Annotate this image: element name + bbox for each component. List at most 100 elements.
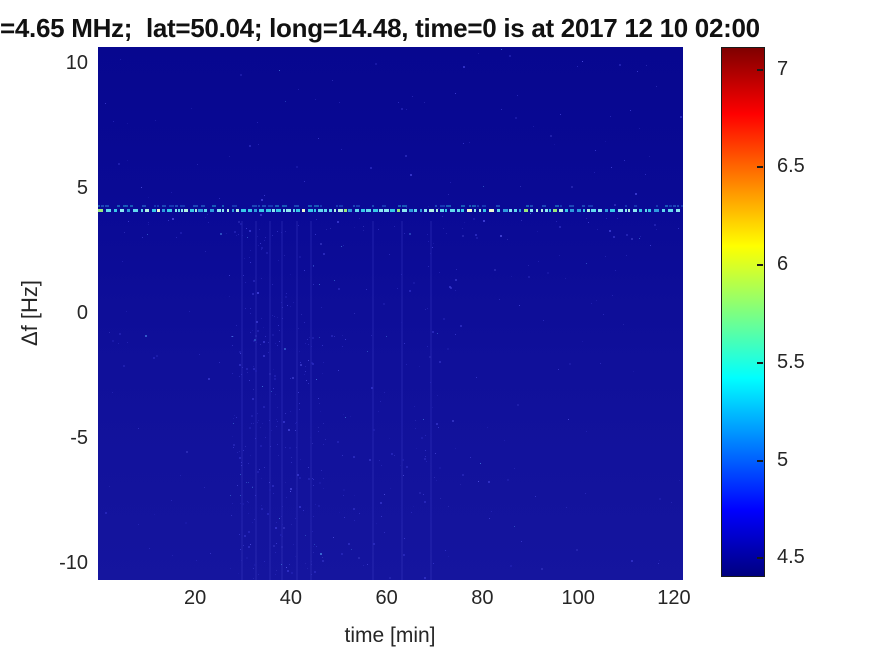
noise-speckle: [554, 144, 556, 146]
noise-speckle: [389, 577, 392, 580]
doppler-trace-dash: [195, 209, 197, 213]
noise-speckle: [455, 92, 457, 94]
noise-speckle: [250, 250, 252, 252]
noise-speckle: [459, 324, 462, 327]
noise-speckle: [111, 340, 114, 343]
noise-speckle: [205, 217, 207, 219]
noise-speckle: [585, 217, 587, 219]
noise-speckle: [341, 553, 344, 556]
noise-speckle: [353, 520, 355, 522]
echo-trace-dash: [175, 204, 178, 207]
noise-speckle: [264, 436, 266, 438]
noise-speckle: [582, 340, 584, 342]
noise-speckle: [231, 372, 233, 374]
noise-speckle: [474, 234, 477, 237]
noise-speckle: [426, 234, 428, 236]
noise-streak: [240, 220, 243, 580]
noise-speckle: [342, 455, 344, 457]
noise-speckle: [295, 430, 297, 432]
noise-speckle: [318, 431, 320, 433]
doppler-trace-dash: [414, 209, 417, 213]
noise-speckle: [324, 438, 326, 440]
noise-speckle: [249, 313, 251, 315]
noise-speckle: [109, 486, 111, 488]
noise-streak: [255, 220, 258, 580]
noise-speckle: [167, 219, 169, 221]
noise-speckle: [659, 498, 662, 501]
noise-speckle: [234, 414, 236, 416]
noise-speckle: [235, 325, 237, 327]
echo-trace-dash: [282, 204, 287, 207]
noise-speckle: [487, 427, 489, 429]
noise-speckle: [277, 345, 279, 347]
noise-speckle: [394, 454, 396, 456]
noise-speckle: [244, 257, 246, 259]
noise-speckle: [648, 156, 650, 158]
noise-speckle: [425, 449, 427, 451]
noise-speckle: [349, 416, 351, 418]
noise-speckle: [443, 227, 445, 229]
noise-speckle: [383, 532, 385, 534]
doppler-trace-dash: [152, 209, 156, 213]
noise-speckle: [253, 280, 256, 282]
doppler-trace-dash: [445, 209, 447, 213]
noise-speckle: [630, 110, 632, 112]
noise-speckle: [348, 543, 351, 546]
doppler-trace-dash: [509, 209, 512, 213]
noise-speckle: [426, 346, 428, 348]
noise-speckle: [322, 423, 324, 425]
echo-trace-dash: [336, 204, 338, 207]
doppler-trace-dash: [668, 209, 673, 213]
noise-streak: [295, 220, 298, 580]
noise-speckle: [261, 249, 263, 251]
noise-speckle: [337, 220, 340, 223]
noise-speckle: [254, 335, 257, 338]
noise-speckle: [198, 353, 200, 355]
noise-speckle: [256, 236, 258, 238]
noise-speckle: [454, 448, 456, 450]
noise-speckle: [252, 365, 254, 367]
noise-speckle: [479, 463, 481, 465]
echo-trace-dash: [382, 204, 386, 207]
noise-speckle: [380, 516, 382, 518]
noise-speckle: [186, 451, 189, 454]
noise-speckle: [454, 279, 457, 282]
noise-speckle: [303, 180, 305, 182]
noise-speckle: [296, 488, 298, 490]
noise-speckle: [257, 245, 259, 247]
echo-trace-dash: [268, 204, 273, 207]
noise-speckle: [320, 553, 323, 556]
noise-speckle: [408, 289, 411, 292]
noise-speckle: [276, 543, 278, 545]
noise-speckle: [320, 307, 322, 309]
colorbar-tick-mark: [757, 557, 763, 560]
noise-speckle: [296, 165, 299, 168]
noise-speckle: [503, 439, 505, 441]
noise-speckle: [253, 368, 256, 371]
echo-trace-dash: [677, 204, 679, 207]
doppler-trace-dash: [461, 209, 464, 213]
noise-speckle: [386, 335, 388, 337]
noise-speckle: [527, 276, 530, 279]
noise-speckle: [282, 527, 284, 529]
noise-speckle: [639, 235, 641, 237]
noise-speckle: [419, 365, 421, 367]
echo-trace-dash: [169, 204, 174, 207]
noise-speckle: [435, 453, 437, 455]
noise-speckle: [657, 563, 659, 565]
noise-speckle: [343, 489, 346, 492]
noise-speckle: [343, 494, 345, 496]
doppler-trace-dash: [190, 209, 194, 213]
noise-speckle: [207, 377, 210, 380]
noise-speckle: [270, 429, 272, 431]
noise-speckle: [319, 284, 321, 286]
echo-trace-dash: [398, 204, 401, 207]
doppler-trace-dash: [457, 209, 460, 213]
noise-speckle: [416, 448, 418, 450]
noise-speckle: [445, 233, 447, 235]
noise-speckle: [376, 522, 378, 524]
noise-speckle: [304, 370, 306, 372]
doppler-trace-dash: [479, 209, 481, 213]
noise-speckle: [256, 470, 259, 473]
echo-trace-dash: [105, 204, 109, 207]
